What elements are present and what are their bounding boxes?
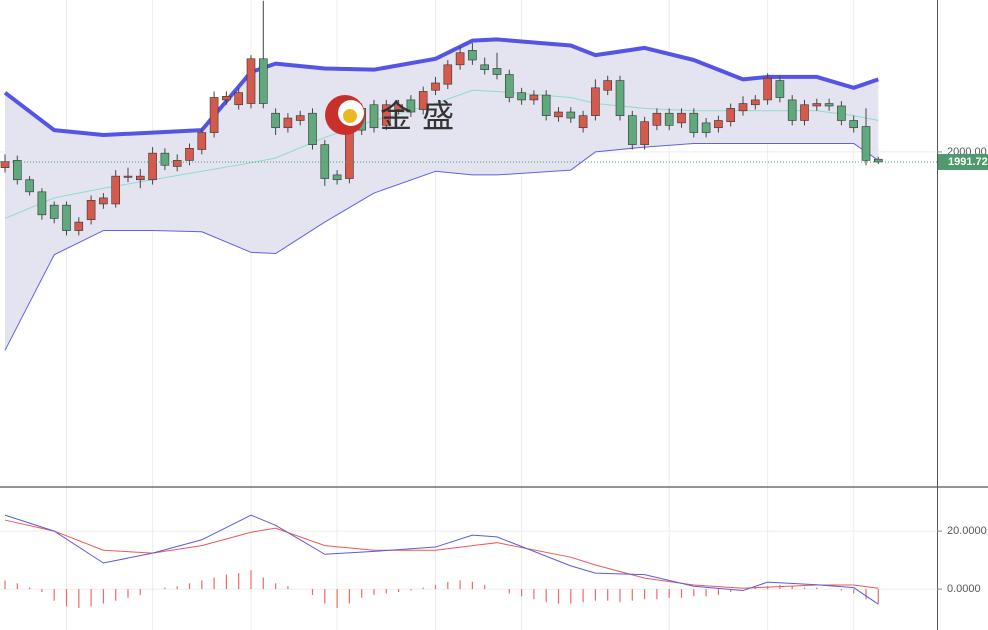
- last-price-label: 1991.72: [948, 156, 988, 168]
- candle-body: [726, 108, 736, 122]
- candle-body: [837, 105, 846, 121]
- macd-dif: [4, 514, 879, 605]
- band-middle: [4, 89, 879, 219]
- candle-body: [123, 175, 133, 178]
- candle-body: [800, 104, 809, 121]
- candle-body: [468, 50, 477, 61]
- candle-body: [431, 82, 440, 91]
- candle-body: [172, 160, 182, 167]
- candle-body: [13, 160, 22, 181]
- candle-body: [566, 111, 576, 119]
- candle-body: [455, 52, 465, 66]
- candle-body: [25, 179, 34, 193]
- candle-body: [861, 126, 871, 161]
- candle-body: [714, 120, 723, 129]
- candle-body: [664, 112, 674, 126]
- logo-mark: [343, 109, 357, 123]
- candle-body: [504, 74, 514, 98]
- candle-body: [418, 91, 428, 110]
- candle-body: [529, 94, 539, 101]
- candle-body: [873, 158, 883, 163]
- logo: 金 盛: [325, 95, 454, 135]
- candle-body: [689, 112, 699, 133]
- candle-body: [394, 104, 403, 110]
- candle-body: [492, 68, 502, 75]
- candle-body: [222, 95, 231, 101]
- candle-body: [640, 121, 649, 145]
- candle-body: [554, 111, 563, 118]
- candle-body: [136, 175, 145, 181]
- candle-body: [283, 117, 293, 129]
- candle-body: [701, 122, 711, 133]
- candle-body: [578, 115, 588, 129]
- macd-dea: [4, 519, 879, 589]
- candle-body: [603, 80, 613, 91]
- candle-body: [332, 174, 342, 181]
- candle-body: [369, 104, 379, 129]
- candle-body: [627, 115, 637, 145]
- candle-body: [406, 99, 416, 113]
- candle-body: [308, 112, 317, 145]
- candle-body: [197, 132, 207, 150]
- candle-body: [541, 94, 551, 116]
- candle-body: [591, 87, 600, 116]
- candle-body: [775, 80, 785, 98]
- candle-body: [86, 200, 96, 220]
- candle-body: [750, 99, 760, 106]
- candle-body: [480, 64, 490, 70]
- candle-body: [49, 204, 59, 219]
- band-lower: [4, 142, 879, 351]
- candle-body: [787, 99, 797, 121]
- candle-body: [246, 58, 256, 104]
- logo-text: 金 盛: [380, 97, 454, 135]
- plot: [0, 0, 937, 608]
- candle-body: [160, 152, 170, 166]
- candle-body: [234, 92, 243, 106]
- candle-body: [443, 64, 453, 85]
- candle-body: [0, 161, 10, 168]
- candle-body: [812, 103, 822, 107]
- candle-body: [738, 103, 748, 112]
- candle-body: [615, 80, 625, 116]
- candle-body: [74, 221, 84, 231]
- candle-body: [209, 97, 219, 133]
- candle-body: [271, 112, 280, 129]
- y-tick-label: 20.0000: [947, 525, 987, 537]
- candle-body: [258, 58, 268, 104]
- y-tick-label: 0.0000: [947, 583, 981, 595]
- candle-body: [763, 77, 772, 101]
- candle-body: [677, 112, 686, 124]
- candle-body: [381, 104, 391, 126]
- candle-body: [652, 112, 662, 126]
- band-upper: [3, 37, 879, 137]
- candle-body: [99, 197, 108, 205]
- candle-body: [148, 152, 157, 181]
- candle-body: [517, 92, 526, 101]
- candle-body: [185, 148, 194, 161]
- candle-body: [824, 103, 834, 107]
- candle-body: [37, 191, 47, 216]
- candle-body: [111, 175, 120, 205]
- candle-body: [849, 120, 859, 129]
- last-price-box: [938, 153, 988, 170]
- candle-body: [62, 204, 71, 231]
- candle-body: [295, 115, 305, 121]
